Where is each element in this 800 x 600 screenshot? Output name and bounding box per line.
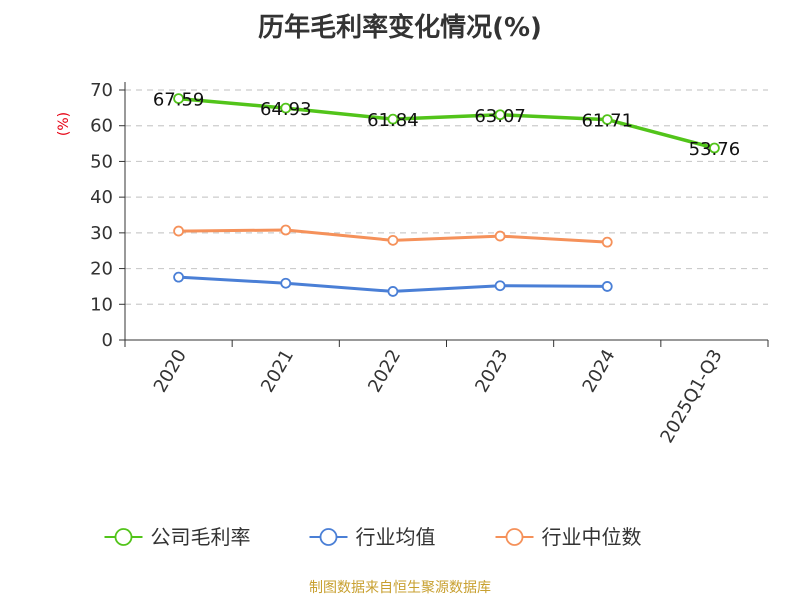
series-0-point-2021	[280, 102, 292, 114]
y-tick-label-0: 0	[102, 330, 113, 351]
data-label-2022: 61.84	[367, 110, 419, 131]
grid-layer	[125, 89, 768, 305]
series-0-point-2023	[494, 109, 506, 121]
y-tick-label-20: 20	[90, 259, 113, 280]
x-tick-label-2022: 2022	[364, 346, 405, 396]
series-2-point-2022	[387, 234, 399, 246]
x-tick-label-2021: 2021	[257, 346, 298, 396]
series-1-point-2024	[601, 281, 613, 292]
data-label-2021: 64.93	[260, 99, 312, 120]
legend-label-0: 公司毛利率	[151, 525, 251, 549]
x-tick-label-2023: 2023	[471, 346, 512, 396]
series-1-point-2022	[387, 286, 399, 297]
data-label-2024: 61.71	[581, 111, 633, 132]
source-note: 制图数据来自恒生聚源数据库	[309, 580, 491, 596]
y-tick-label-40: 40	[90, 187, 113, 208]
chart-title: 历年毛利率变化情况(%)	[258, 12, 542, 43]
y-tick-label-50: 50	[90, 151, 113, 172]
x-tick-label-2024: 2024	[578, 346, 619, 396]
series-2-point-2020	[173, 225, 184, 237]
legend-label-1: 行业均值	[356, 525, 436, 549]
y-tick-label-60: 60	[90, 116, 113, 137]
legend-item-1: 行业均值	[309, 525, 436, 549]
legend-marker-2	[505, 528, 524, 546]
data-label-2023: 63.07	[474, 106, 526, 127]
y-tick-label-70: 70	[90, 80, 113, 101]
legend: 公司毛利率 行业均值 行业中位数	[104, 525, 642, 549]
series-1-point-2020	[173, 271, 184, 283]
legend-label-2: 行业中位数	[542, 525, 642, 549]
x-tick-label-2020: 2020	[150, 346, 191, 396]
series-1-point-2023	[494, 280, 506, 292]
legend-item-0: 公司毛利率	[104, 525, 251, 549]
series-0-point-2022	[387, 113, 399, 125]
x-tick-label-2025Q1-Q3: 2025Q1-Q3	[656, 346, 726, 447]
series-0-point-2025Q1-Q3	[709, 142, 720, 154]
series-line-0	[176, 96, 717, 150]
series-0-point-2024	[601, 114, 613, 126]
y-axis-label: (%)	[56, 112, 72, 136]
series-0-point-2020	[173, 93, 184, 105]
data-label-2020: 67.59	[153, 90, 205, 111]
legend-item-2: 行业中位数	[495, 525, 642, 549]
series-2-point-2023	[494, 230, 506, 242]
y-tick-label-30: 30	[90, 223, 113, 244]
legend-marker-0	[114, 528, 133, 546]
series-layer	[173, 93, 720, 297]
series-2-point-2021	[280, 224, 292, 236]
data-label-2025Q1-Q3: 53.76	[689, 139, 741, 160]
series-1-point-2021	[280, 277, 292, 289]
series-2-point-2024	[601, 236, 613, 248]
legend-marker-1	[319, 528, 338, 546]
data-label-layer: 67.59 64.93 61.84 63.07 61.71 53.76	[153, 90, 740, 160]
y-tick-label-10: 10	[90, 294, 113, 315]
